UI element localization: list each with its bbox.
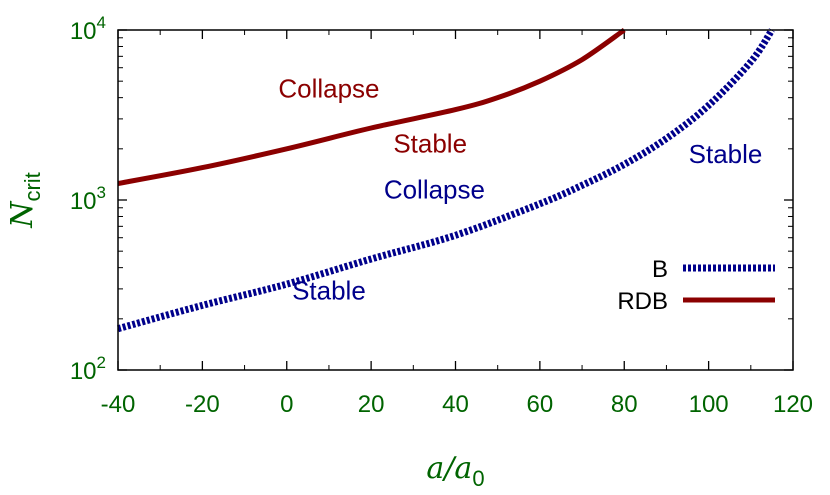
y-tick-label: 103	[70, 183, 106, 215]
x-tick-label: -40	[101, 391, 136, 418]
y-tick-label: 104	[70, 13, 106, 45]
x-tick-label: -20	[185, 391, 220, 418]
region-label: Stable	[689, 139, 763, 169]
series-line-rdb	[117, 27, 626, 186]
x-tick-label: 100	[689, 391, 729, 418]
x-tick-label: 120	[773, 391, 813, 418]
y-tick-label: 102	[70, 353, 106, 385]
plot-frame	[117, 29, 794, 371]
region-label: Stable	[393, 129, 467, 159]
legend-label-rdb: RDB	[617, 288, 668, 315]
legend-label-b: B	[652, 256, 668, 283]
x-axis-label: a/a0	[426, 451, 484, 491]
series-line-b	[117, 28, 775, 333]
x-tick-label: 20	[358, 391, 385, 418]
annotations-layer: Collapse Stable Collapse Stable Stable	[278, 74, 762, 306]
y-axis-label: Ncrit	[5, 172, 45, 229]
legend: B RDB	[617, 256, 775, 315]
region-label: Collapse	[278, 74, 379, 104]
region-label: Stable	[292, 275, 366, 305]
x-tick-label: 60	[527, 391, 554, 418]
region-label: Collapse	[384, 175, 485, 205]
tick-labels-layer: -40 -20 0 20 40 60 80 100 120 102 103 104	[70, 13, 813, 418]
series-layer	[117, 27, 775, 333]
x-tick-label: 0	[280, 391, 293, 418]
x-tick-label: 40	[442, 391, 469, 418]
x-tick-label: 80	[611, 391, 638, 418]
